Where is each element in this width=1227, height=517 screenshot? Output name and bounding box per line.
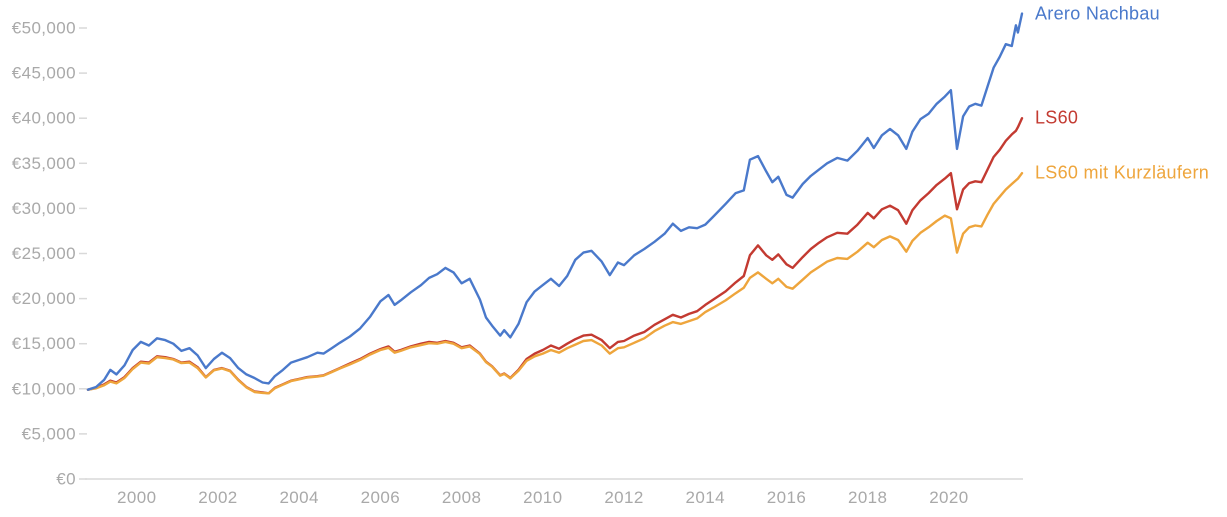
series-line-ls60-mit-kurzl-ufern <box>86 172 1024 395</box>
x-tick-label: 2020 <box>929 488 968 507</box>
series-line-arero-nachbau <box>86 12 1024 391</box>
y-tick-label: €10,000 <box>12 379 76 398</box>
y-tick-label: €30,000 <box>12 199 76 218</box>
x-tick-label: 2012 <box>604 488 643 507</box>
x-tick-label: 2016 <box>767 488 806 507</box>
y-tick-label: €15,000 <box>12 334 76 353</box>
y-tick-label: €35,000 <box>12 154 76 173</box>
legend-label-ls60-kurzlaeufer: LS60 mit Kurzläufern <box>1035 162 1210 183</box>
x-tick-label: 2014 <box>686 488 725 507</box>
y-tick-label: €50,000 <box>12 19 76 38</box>
legend-label-ls60: LS60 <box>1035 107 1079 128</box>
y-tick-label: €20,000 <box>12 289 76 308</box>
x-tick-label: 2006 <box>361 488 400 507</box>
x-tick-label: 2000 <box>117 488 156 507</box>
y-tick-label: €45,000 <box>12 64 76 83</box>
x-tick-label: 2008 <box>442 488 481 507</box>
x-tick-label: 2010 <box>523 488 562 507</box>
y-tick-label: €40,000 <box>12 109 76 128</box>
y-tick-label: €5,000 <box>22 424 76 443</box>
y-tick-label: €25,000 <box>12 244 76 263</box>
x-tick-label: 2004 <box>279 488 318 507</box>
y-tick-label: €0 <box>56 470 76 489</box>
x-tick-label: 2018 <box>848 488 887 507</box>
legend-label-arero-nachbau: Arero Nachbau <box>1035 3 1160 24</box>
x-tick-label: 2002 <box>198 488 237 507</box>
